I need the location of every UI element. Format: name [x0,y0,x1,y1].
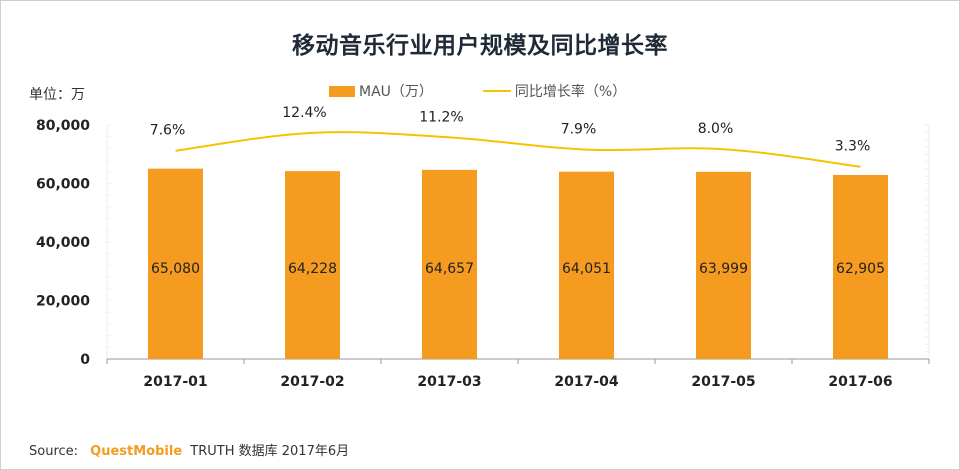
legend-mau-label: MAU（万） [359,84,433,100]
y-axis-left: 0 20,000 40,000 60,000 80,000 [36,118,111,368]
x-tick-label: 2017-01 [143,374,207,390]
bar [148,168,203,359]
bar-value-label: 64,051 [562,261,611,277]
source-brand: QuestMobile [90,444,183,459]
y-tick-label: 20,000 [36,294,90,310]
bar-value-label: 62,905 [836,261,885,277]
bar [422,169,477,359]
source-text: TRUTH 数据库 2017年6月 [190,444,350,459]
x-tick-label: 2017-05 [691,374,755,390]
growth-value-label: 12.4% [282,105,326,121]
line-series [175,131,861,168]
y-tick-label: 80,000 [36,118,90,134]
growth-value-label: 8.0% [698,121,734,137]
legend: MAU（万） 同比增长率（%） [329,81,676,101]
growth-line [175,131,861,168]
x-axis: 2017-01 2017-02 2017-03 2017-04 2017-05 2017-… [106,358,930,390]
growth-value-label: 7.9% [561,122,597,138]
growth-value-label: 3.3% [835,139,871,155]
chart-title: 移动音乐行业用户规模及同比增长率 [292,33,668,59]
x-tick-label: 2017-06 [828,374,892,390]
bar [696,171,751,359]
x-tick-label: 2017-02 [280,374,344,390]
bar [833,175,888,359]
y-tick-label: 60,000 [36,177,90,193]
source-prefix: Source: [29,444,79,459]
legend-item-mau[interactable]: MAU（万） [329,81,433,101]
x-tick-label: 2017-03 [417,374,481,390]
growth-value-label: 7.6% [150,123,186,139]
y-tick-label: 40,000 [36,235,90,251]
bar [285,171,340,359]
y-axis-right [925,124,930,360]
bar-series [148,168,888,359]
bar-value-label: 63,999 [699,261,748,277]
growth-value-label: 11.2% [419,109,463,125]
y-tick-label: 0 [80,352,90,368]
source-note: Source: QuestMobile TRUTH 数据库 2017年6月 [29,440,349,459]
bar [559,171,614,359]
unit-label: 单位：万 [29,87,85,103]
bar-value-label: 64,657 [425,261,474,277]
bar-labels: 65,080 64,228 64,657 64,051 63,999 62,905 [151,261,885,277]
bar-value-label: 65,080 [151,261,200,277]
legend-bar-swatch [329,85,355,97]
legend-growth-label: 同比增长率（%） [514,84,627,100]
bar-value-label: 64,228 [288,261,337,277]
legend-item-growth[interactable]: 同比增长率（%） [482,81,627,101]
line-labels: 7.6% 12.4% 11.2% 7.9% 8.0% 3.3% [150,105,871,155]
x-tick-label: 2017-04 [554,374,619,390]
legend-line-swatch [482,90,511,92]
